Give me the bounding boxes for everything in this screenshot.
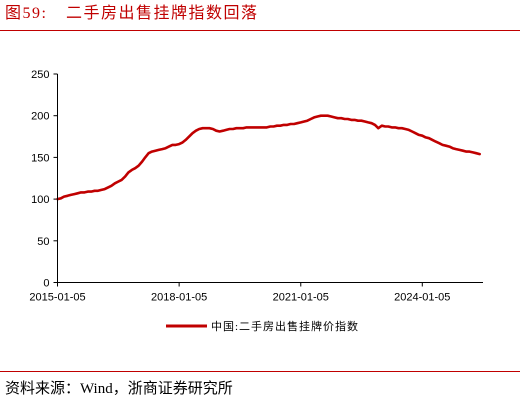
series-line [56,114,481,201]
chart-title: 二手房出售挂牌指数回落 [66,5,259,22]
y-tick-label: 0 [43,278,49,290]
x-tick-label: 2018-01-05 [151,292,207,304]
line-chart: 0 50 100 150 200 250 2015-01-05 2018-01-05 2021-… [29,69,483,333]
footer-rule [0,371,520,372]
y-tick-label: 200 [31,111,49,123]
x-tick-label: 2024-01-05 [394,292,450,304]
legend-label: 中国:二手房出售挂牌价指数 [211,319,359,333]
y-tick-label: 150 [31,152,49,164]
figure-number: 图59: [5,5,48,22]
legend: 中国:二手房出售挂牌价指数 [166,319,359,333]
x-tick-label: 2021-01-05 [273,292,329,304]
source-note: 资料来源：Wind，浙商证券研究所 [5,381,233,397]
y-tick-label: 50 [37,236,49,248]
x-tick-label: 2015-01-05 [29,292,85,304]
y-tick-label: 250 [31,69,49,81]
figure-header: 图59: 二手房出售挂牌指数回落 [5,3,259,25]
header-rule [0,30,520,31]
chart-marks: 0 50 100 150 200 250 2015-01-05 2018-01-05 2021-… [29,69,481,304]
y-tick-label: 100 [31,194,49,206]
